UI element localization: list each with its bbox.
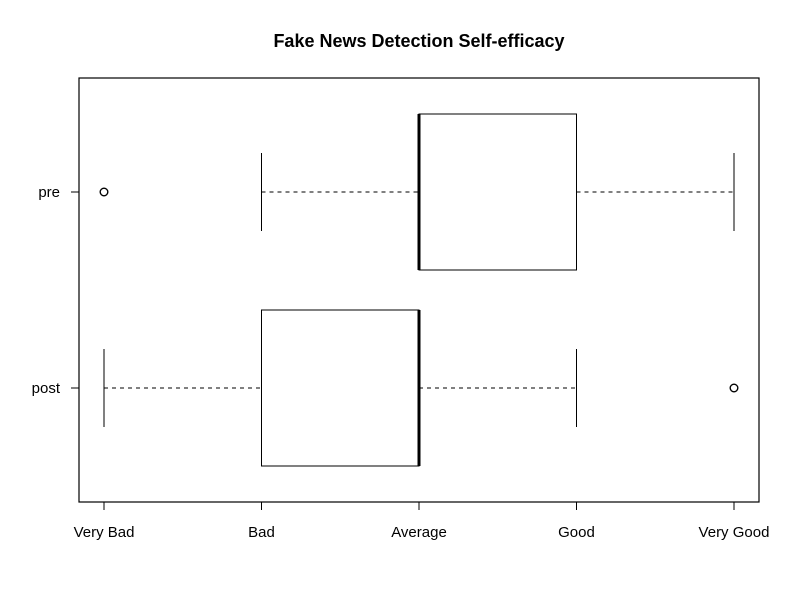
x-tick-label: Average xyxy=(391,524,447,541)
chart-title: Fake News Detection Self-efficacy xyxy=(273,31,564,51)
y-tick-label: post xyxy=(32,380,61,397)
box-group-pre xyxy=(99,113,735,271)
y-axis: pre post xyxy=(32,184,79,397)
x-axis: Very Bad Bad Average Good Very Good xyxy=(74,501,770,541)
iqr-box xyxy=(261,309,420,467)
outlier-point xyxy=(99,187,109,197)
x-tick-label: Very Good xyxy=(699,524,770,541)
box-group-post xyxy=(103,309,739,467)
outlier-point xyxy=(729,383,739,393)
x-tick-label: Very Bad xyxy=(74,524,135,541)
x-tick-label: Good xyxy=(558,524,595,541)
boxes-layer xyxy=(99,113,739,467)
x-tick-label: Bad xyxy=(248,524,275,541)
iqr-box xyxy=(418,113,577,271)
y-tick-label: pre xyxy=(38,184,60,201)
